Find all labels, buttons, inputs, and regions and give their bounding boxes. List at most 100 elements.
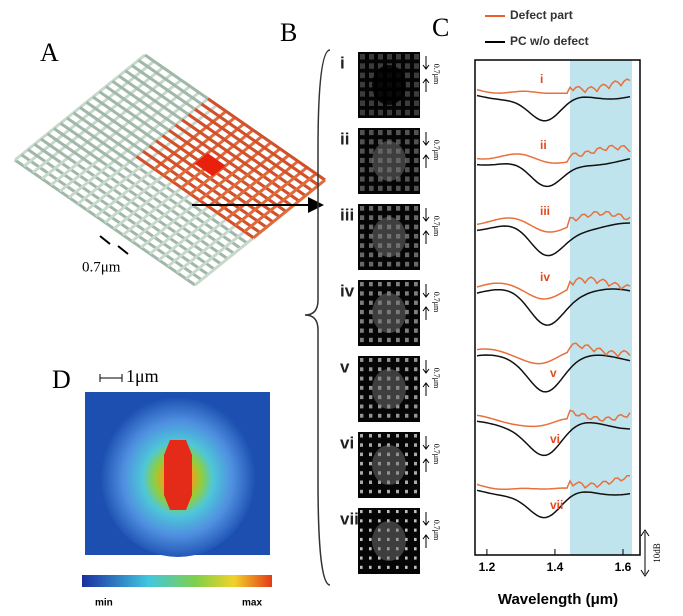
mode-cell	[360, 405, 363, 409]
mode-cell	[369, 253, 373, 258]
scale-marks	[423, 360, 429, 396]
mode-cell	[369, 149, 374, 154]
mode-cell	[378, 367, 381, 371]
legend-label: Defect part	[510, 8, 573, 22]
mode-cell	[405, 243, 409, 248]
mode-cell	[405, 225, 409, 230]
mode-cell	[378, 110, 383, 116]
mode-cell	[360, 139, 365, 144]
mode-cell	[396, 130, 401, 135]
mode-cell	[378, 414, 381, 418]
mode-cell	[414, 63, 419, 69]
colorbar	[82, 575, 272, 587]
scale-label: 0.7μm	[432, 216, 441, 237]
mode-cell	[360, 110, 365, 116]
mode-cell	[360, 177, 365, 182]
mode-cell	[387, 282, 391, 286]
mode-cell	[387, 414, 390, 418]
mode-cell	[414, 262, 418, 267]
mode-cell	[369, 262, 373, 267]
mode-cell	[405, 405, 408, 409]
mode-cell	[360, 167, 365, 172]
mode-cell	[414, 377, 417, 381]
mode-cell	[369, 110, 374, 116]
mode-cell	[414, 291, 418, 295]
mode-cell	[414, 538, 417, 541]
mode-cell	[369, 186, 374, 191]
mode-cell	[360, 319, 364, 323]
mode-cell	[360, 566, 363, 569]
x-tick-label: 1.2	[479, 560, 496, 574]
mode-cell	[405, 519, 408, 522]
mode-cell	[414, 414, 417, 418]
scale-label: 0.7μm	[432, 368, 441, 389]
mode-cell	[405, 367, 408, 371]
mode-cell	[405, 453, 408, 457]
mode-cell	[414, 481, 417, 485]
mode-cell	[387, 186, 392, 191]
mode-cell	[369, 471, 372, 475]
mode-cell	[414, 453, 417, 457]
mode-label: i	[540, 72, 543, 86]
mode-field	[372, 141, 406, 181]
mode-cell	[414, 149, 419, 154]
mode-cell	[405, 510, 408, 513]
scale-label: 0.7μm	[432, 520, 441, 541]
mode-cell	[360, 225, 364, 230]
legend-label: PC w/o defect	[510, 34, 589, 48]
mode-cell	[405, 282, 409, 286]
mode-cell	[405, 54, 410, 60]
mode-cell	[369, 206, 373, 211]
mode-cell	[378, 291, 382, 295]
scale-marks	[423, 512, 429, 548]
mode-cell	[414, 282, 418, 286]
mode-cell	[396, 414, 399, 418]
mode-cell	[369, 130, 374, 135]
scale-marks	[423, 132, 429, 168]
mode-cell	[369, 225, 373, 230]
mode-cell	[360, 510, 363, 513]
mode-cell	[405, 338, 409, 342]
scale-label: 0.7μm	[432, 292, 441, 313]
mode-cell	[360, 206, 364, 211]
mode-cell	[378, 490, 381, 494]
mode-cell	[396, 519, 399, 522]
panel-label: C	[432, 13, 449, 42]
mode-cell	[414, 329, 418, 333]
mode-cell	[396, 54, 401, 60]
mode-cell	[378, 262, 382, 267]
mode-cell	[369, 490, 372, 494]
figure: A 0.7μm B i0.7μmii0.7μmiii0.7μmiv0.7μmv0…	[0, 0, 683, 616]
colorbar-label: min	[95, 598, 113, 609]
mode-cell	[414, 510, 417, 513]
mode-cell	[405, 566, 408, 569]
mode-cell	[396, 434, 399, 438]
mode-cell	[369, 566, 372, 569]
mode-cell	[360, 453, 363, 457]
scale-marks	[100, 236, 128, 254]
mode-label: vii	[550, 498, 563, 512]
mode-cell	[414, 167, 419, 172]
mode-cell	[360, 529, 363, 532]
mode-cell	[369, 453, 372, 457]
mode-cell	[360, 158, 365, 163]
mode-cell	[405, 301, 409, 305]
mode-label: i	[340, 53, 345, 72]
shaded-region	[570, 60, 632, 555]
colorbar-label: max	[242, 598, 262, 609]
mode-cell	[396, 186, 401, 191]
scale-marks	[423, 208, 429, 244]
mode-cell	[360, 215, 364, 220]
mode-cell	[405, 529, 408, 532]
mode-cell	[405, 110, 410, 116]
mode-cell	[369, 329, 373, 333]
mode-cell	[369, 167, 374, 172]
mode-cell	[405, 319, 409, 323]
panel-label: A	[40, 38, 59, 67]
mode-cell	[387, 566, 390, 569]
mode-cell	[414, 358, 417, 362]
mode-cell	[360, 434, 363, 438]
mode-cell	[360, 471, 363, 475]
mode-cell	[414, 130, 419, 135]
mode-cell	[396, 338, 400, 342]
